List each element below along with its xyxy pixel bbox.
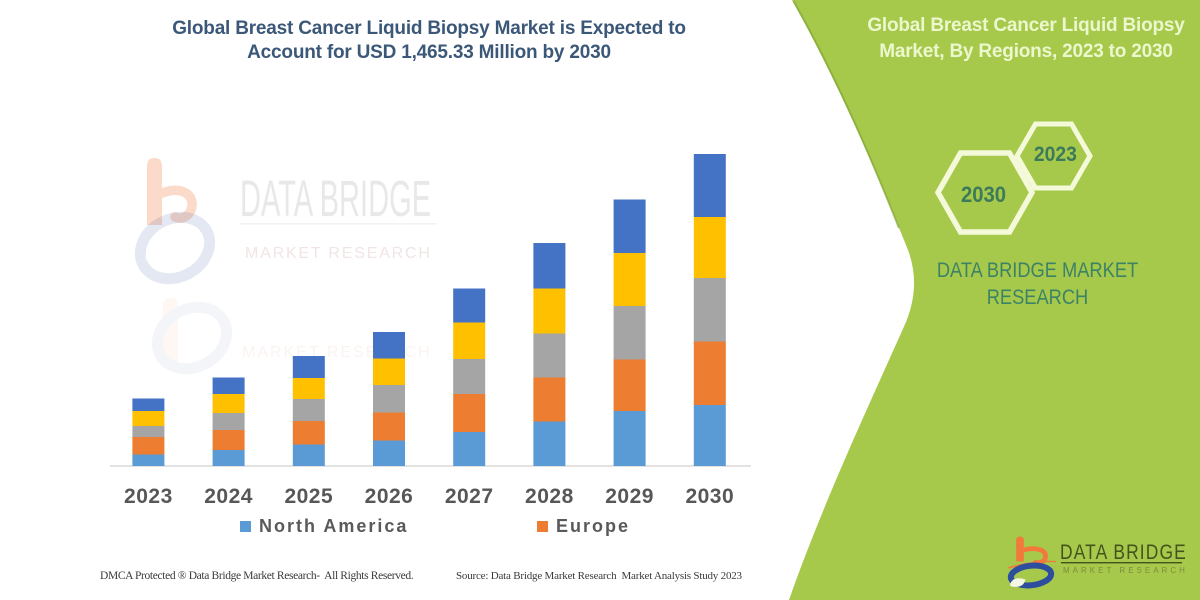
svg-text:DATA BRIDGE: DATA BRIDGE (1060, 540, 1187, 564)
svg-text:DATA BRIDGE: DATA BRIDGE (240, 169, 431, 227)
svg-text:MARKET RESEARCH: MARKET RESEARCH (1063, 566, 1188, 575)
svg-text:MARKET RESEARCH: MARKET RESEARCH (245, 245, 432, 262)
